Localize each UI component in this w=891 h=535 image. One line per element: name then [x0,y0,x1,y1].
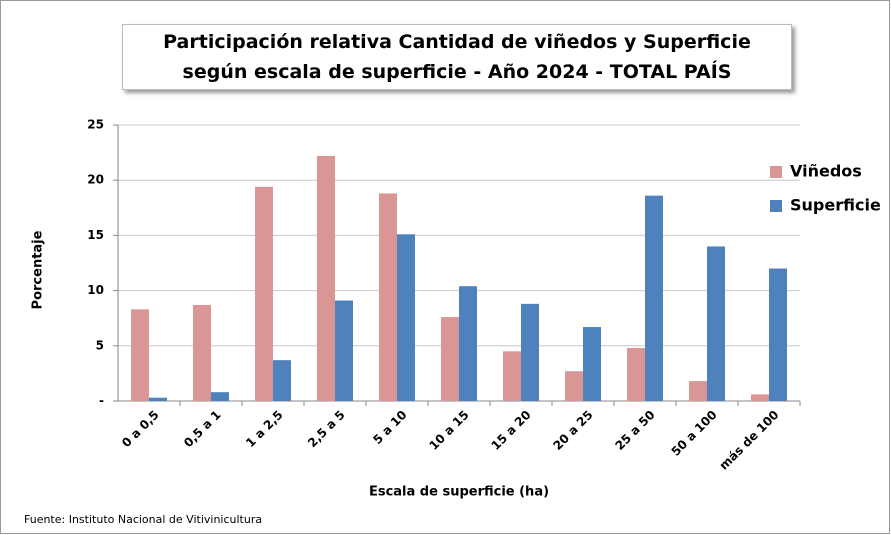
bar [149,397,167,401]
bar [273,360,291,401]
bar [583,327,601,401]
y-axis-label: Porcentaje [31,230,46,309]
legend-label: Superficie [790,196,881,215]
bar [645,195,663,401]
bar [689,381,707,401]
y-tick-label: 10 [87,283,104,297]
bar [521,303,539,401]
legend-label: Viñedos [790,162,862,181]
bar [769,268,787,401]
bar [751,394,769,401]
bar [397,234,415,401]
y-tick-label: - [99,394,104,408]
bar [211,392,229,401]
legend-swatch [770,166,782,178]
bar [627,348,645,401]
bar [131,309,149,401]
legend-swatch [770,200,782,212]
y-tick-label: 15 [87,228,104,242]
bar [317,155,335,401]
bar [503,351,521,401]
bar [441,317,459,401]
bar [193,304,211,401]
y-tick-label: 20 [87,173,104,187]
bar [565,371,583,401]
y-tick-label: 25 [87,118,104,132]
bar [255,186,273,401]
chart-title: Participación relativa Cantidad de viñed… [122,24,792,90]
x-axis-label: Escala de superficie (ha) [369,485,549,500]
bar [707,246,725,401]
bar [335,300,353,401]
bar [459,286,477,401]
bar [379,193,397,401]
source: Fuente: Instituto Nacional de Vitivinicu… [24,513,262,526]
y-tick-label: 5 [96,338,104,352]
